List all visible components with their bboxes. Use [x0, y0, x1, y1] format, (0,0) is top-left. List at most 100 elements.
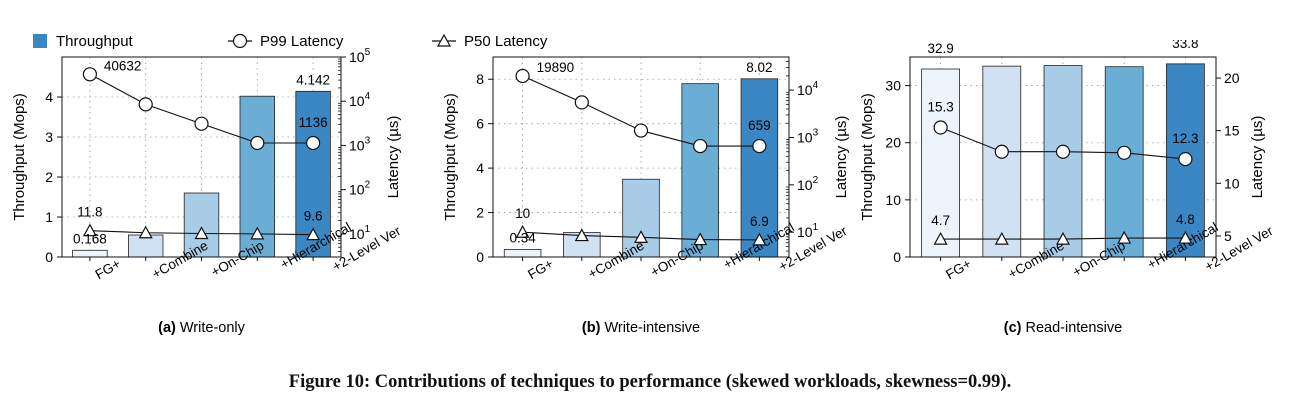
- p50-latency-point: [250, 226, 265, 240]
- legend-p99-marker: [232, 33, 248, 49]
- y2-axis-title: Latency (µs): [833, 116, 850, 199]
- y-tick-label: 10: [885, 192, 901, 208]
- y2-tick-label: 105: [349, 47, 371, 65]
- y2-tick-label: 104: [797, 80, 819, 98]
- y2-tick-label: 10: [1224, 175, 1240, 191]
- panel-read-intensive: 0 10 20 30 5 10 15 20 FG+ +Combine +On-Chip +Hierar…: [859, 36, 1300, 350]
- p99-latency-point: [693, 138, 708, 154]
- panel-caption-label: (b): [582, 320, 605, 336]
- throughput-bar: [622, 178, 660, 258]
- y2-tick-exponent: 2: [365, 180, 371, 191]
- y-tick-label: 4: [45, 89, 53, 105]
- p50-latency-point: [82, 223, 97, 237]
- y2-tick-exponent: 5: [365, 47, 371, 58]
- p99-latency-point: [752, 138, 767, 154]
- x-category-label: FG+: [943, 256, 974, 282]
- panel-write-intensive: 0 2 4 6 8 101 102 103 104 FG+ +Combine +On-Chip +Hie…: [430, 40, 860, 350]
- throughput-bar: [982, 65, 1022, 258]
- p50-latency-point: [574, 228, 589, 242]
- legend-p50-marker: [436, 33, 452, 47]
- y2-axis-title: Latency (µs): [385, 116, 402, 199]
- y-tick-label: 0: [893, 249, 901, 265]
- panel-write-only: 0 1 2 3 4 101 102 103 104 105 FG+ +Combine +On-Chip +…: [0, 40, 430, 350]
- p50-latency-point: [515, 224, 530, 238]
- data-label: 8.02: [746, 60, 772, 75]
- y-tick-label: 0: [45, 249, 53, 265]
- p99-latency-point: [574, 95, 589, 110]
- y2-tick-label: 102: [797, 175, 819, 193]
- p99-latency-point: [138, 97, 153, 112]
- p99-latency-point: [515, 68, 530, 84]
- p50-latency-point: [1055, 231, 1071, 245]
- data-label: 19890: [537, 60, 575, 75]
- data-label: 10: [515, 206, 530, 221]
- y2-tick-exponent: 4: [813, 80, 819, 91]
- p50-latency-point: [933, 231, 948, 245]
- x-category-label: FG+: [525, 256, 556, 282]
- p99-latency-point: [994, 144, 1009, 159]
- y2-tick-label: 5: [1224, 228, 1232, 244]
- y-tick-label: 1: [45, 209, 53, 225]
- p50-latency-point: [633, 230, 649, 243]
- throughput-bar: [740, 78, 779, 258]
- y-tick-label: 30: [885, 78, 901, 94]
- throughput-bar: [681, 83, 719, 258]
- y-axis-title: Throughput (Mops): [442, 93, 459, 221]
- p99-latency-point: [1055, 144, 1071, 159]
- panel-caption: (b) Write-intensive: [582, 320, 700, 336]
- data-label: 32.9: [927, 41, 953, 56]
- data-label: 4.142: [296, 72, 330, 87]
- p99-latency-point: [1178, 152, 1193, 167]
- data-label: 33.8: [1172, 40, 1198, 51]
- data-label: 12.3: [1172, 131, 1198, 146]
- y2-tick-exponent: 1: [365, 224, 371, 235]
- throughput-bar: [183, 192, 220, 258]
- legend-p50-label: P50 Latency: [464, 33, 548, 50]
- y2-tick-exponent: 2: [813, 175, 819, 186]
- y2-tick-exponent: 1: [813, 222, 819, 233]
- panel-caption-title: Read-intensive: [1026, 320, 1123, 336]
- data-label: 0.34: [509, 230, 536, 245]
- p50-latency-point: [1178, 230, 1193, 244]
- p99-latency-point: [306, 135, 321, 151]
- throughput-bar: [1104, 66, 1144, 258]
- panel-caption-title: Write-intensive: [604, 320, 700, 336]
- y-tick-label: 0: [476, 249, 484, 265]
- y-tick-label: 3: [45, 129, 53, 145]
- y2-tick-exponent: 3: [365, 135, 371, 146]
- y2-tick-label: 102: [349, 180, 371, 198]
- y2-axis-title: Latency (µs): [1249, 116, 1266, 199]
- p50-latency-point: [194, 226, 209, 240]
- p50-latency-point: [1117, 230, 1132, 244]
- p99-latency-point: [1117, 145, 1132, 160]
- panel-caption: (a) Write-only: [158, 320, 245, 336]
- p50-latency-point: [994, 231, 1009, 245]
- panel-caption: (c) Read-intensive: [1004, 320, 1122, 336]
- y2-tick-label: 20: [1224, 70, 1240, 86]
- y-tick-label: 20: [885, 135, 901, 151]
- panel-caption-title: Write-only: [180, 320, 246, 336]
- p50-latency-point: [138, 225, 153, 239]
- p99-latency-point: [194, 116, 209, 131]
- p50-latency-point: [752, 232, 767, 246]
- data-label: 9.6: [304, 209, 323, 224]
- panel-caption-label: (a): [158, 320, 180, 336]
- data-label: 659: [748, 118, 771, 133]
- chart-legend: Throughput P99 Latency P50 Latency: [0, 0, 1300, 60]
- y2-tick-label: 104: [349, 91, 371, 109]
- y-tick-label: 4: [476, 160, 484, 176]
- data-label: 1136: [299, 115, 328, 130]
- data-label: 4.8: [1176, 212, 1195, 227]
- data-label: 11.8: [77, 205, 102, 220]
- data-label: 40632: [104, 58, 142, 73]
- y2-tick-label: 103: [349, 135, 371, 153]
- y2-tick-label: 15: [1224, 123, 1240, 139]
- p99-latency-point: [633, 123, 649, 138]
- y-axis-title: Throughput (Mops): [860, 93, 876, 221]
- throughput-bar: [503, 249, 542, 258]
- p99-latency-point: [82, 67, 98, 82]
- legend-throughput-swatch: [33, 34, 47, 48]
- throughput-bar: [295, 90, 331, 258]
